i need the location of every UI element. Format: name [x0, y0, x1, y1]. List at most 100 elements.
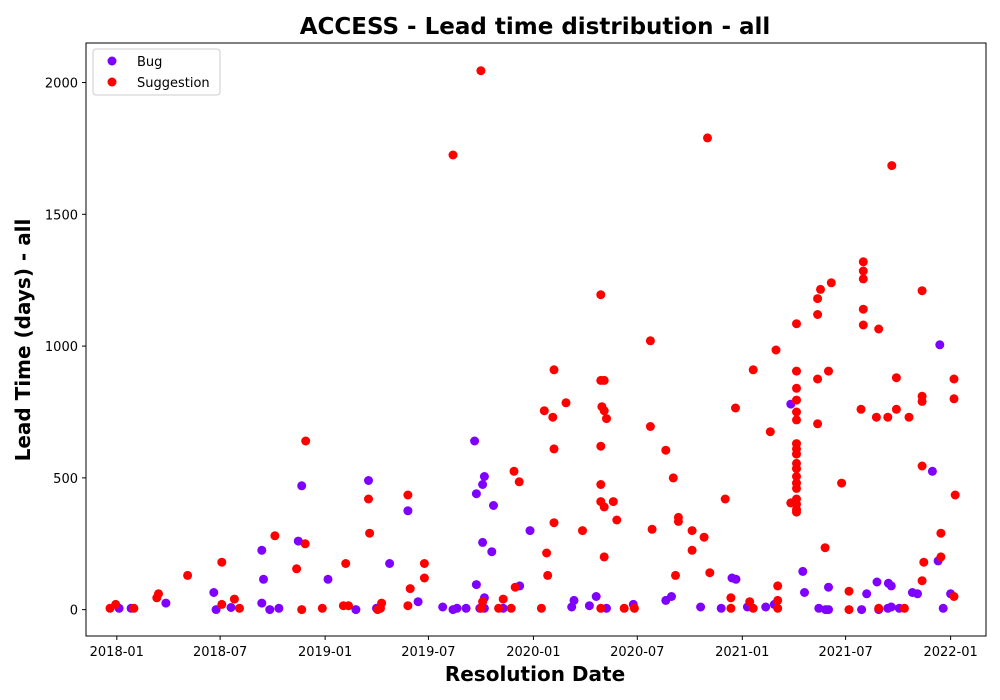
x-tick-label: 2019-01 — [298, 645, 352, 660]
x-tick-label: 2020-07 — [610, 645, 664, 660]
data-point — [696, 602, 706, 612]
data-point — [813, 419, 823, 429]
y-tick-label: 0 — [70, 604, 78, 619]
data-point — [479, 472, 489, 481]
data-point — [773, 603, 783, 613]
data-point — [726, 603, 736, 613]
data-point — [800, 588, 809, 597]
data-point — [300, 539, 310, 549]
data-point — [949, 592, 959, 601]
data-point — [293, 536, 303, 546]
data-point — [673, 516, 683, 526]
data-point — [891, 404, 901, 414]
data-point — [265, 605, 275, 615]
data-point — [364, 494, 373, 504]
data-point — [596, 441, 606, 451]
data-point — [687, 545, 697, 555]
data-point — [470, 436, 480, 446]
legend-box — [92, 48, 221, 96]
data-point — [872, 577, 882, 587]
data-point — [813, 294, 823, 304]
data-point — [792, 319, 801, 329]
data-point — [183, 570, 193, 580]
data-point — [858, 274, 868, 284]
data-point — [536, 603, 546, 613]
data-point — [478, 480, 488, 489]
data-point — [645, 336, 655, 346]
data-point — [913, 589, 922, 599]
data-point — [748, 365, 758, 375]
data-point — [405, 584, 415, 594]
data-point — [837, 478, 847, 488]
data-point — [813, 310, 823, 319]
data-point — [549, 444, 559, 454]
data-point — [936, 528, 946, 538]
data-point — [917, 396, 927, 406]
x-tick-label: 2022-01 — [923, 645, 977, 660]
data-point — [385, 559, 395, 568]
series-suggestion — [105, 66, 960, 615]
legend: Bug Suggestion — [92, 48, 221, 96]
data-point — [476, 66, 486, 76]
data-point — [297, 481, 307, 491]
data-point — [599, 502, 609, 512]
x-axis-title: Resolution Date — [445, 662, 625, 686]
data-point — [235, 603, 244, 613]
data-point — [297, 605, 307, 615]
data-point — [936, 552, 946, 562]
data-point — [862, 589, 872, 599]
data-point — [891, 373, 901, 383]
data-point — [792, 395, 801, 405]
data-point — [687, 526, 697, 536]
data-point — [619, 603, 629, 613]
x-tick-label: 2018-07 — [193, 645, 247, 660]
data-point — [596, 290, 606, 300]
chart-title: ACCESS - Lead time distribution - all — [300, 14, 771, 40]
data-point — [647, 524, 657, 534]
data-point — [111, 599, 121, 609]
data-point — [578, 526, 587, 536]
x-tick-label: 2020-01 — [506, 645, 560, 660]
data-point — [886, 602, 896, 612]
data-point — [161, 598, 171, 608]
data-point — [792, 415, 801, 425]
data-point — [599, 375, 609, 385]
data-point — [584, 601, 594, 611]
data-point — [602, 414, 611, 424]
data-point — [792, 472, 801, 481]
data-point — [257, 545, 267, 555]
data-point — [217, 599, 227, 609]
data-point — [667, 592, 676, 601]
data-point — [798, 566, 808, 576]
data-point — [448, 150, 458, 160]
x-tick-label: 2021-07 — [818, 645, 872, 660]
data-point — [226, 603, 236, 612]
y-tick-label: 1500 — [45, 208, 78, 223]
data-point — [857, 605, 867, 615]
data-point — [599, 406, 609, 416]
data-point — [506, 603, 516, 613]
data-point — [487, 547, 497, 557]
data-point — [259, 574, 268, 584]
data-point — [792, 407, 801, 417]
data-point — [509, 466, 519, 476]
data-point — [731, 403, 740, 413]
data-point — [514, 477, 524, 487]
data-point — [471, 489, 481, 499]
data-point — [856, 404, 866, 414]
x-tick-label: 2021-01 — [715, 645, 769, 660]
legend-label-suggestion: Suggestion — [137, 76, 210, 91]
data-point — [498, 594, 508, 604]
data-point — [257, 598, 267, 608]
data-point — [858, 266, 868, 276]
data-point — [771, 345, 781, 355]
data-point — [773, 581, 783, 591]
data-point — [211, 605, 221, 615]
data-point — [661, 445, 671, 455]
data-point — [438, 602, 448, 612]
data-point — [549, 518, 559, 528]
data-point — [824, 582, 833, 592]
data-point — [403, 601, 413, 611]
data-point — [377, 598, 387, 608]
